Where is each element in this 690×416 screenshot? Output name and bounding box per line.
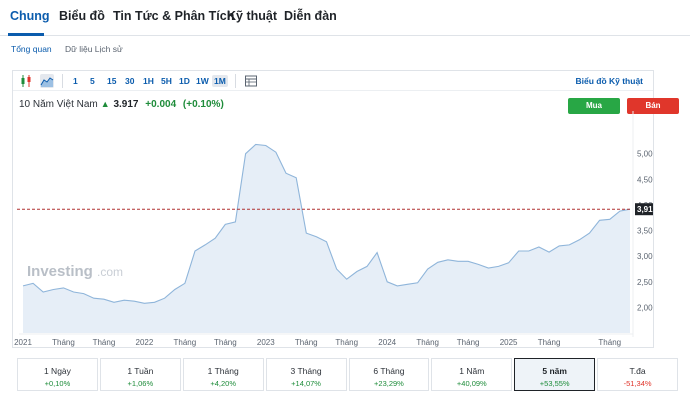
period-label: 6 Tháng: [373, 366, 405, 376]
period-change: -51,34%: [623, 379, 652, 388]
active-tab-indicator: [8, 33, 44, 36]
chart-panel: 1 5 15 30 1H 5H 1D 1W 1M Biểu đồ Kỹ thuậ…: [12, 70, 679, 348]
period-label: T.đa: [629, 366, 646, 376]
tab-tin-tuc-phan-tich[interactable]: Tin Tức & Phân Tích: [113, 9, 235, 23]
period-3[interactable]: 1 Tháng +4,20%: [182, 358, 264, 391]
interval-15[interactable]: 15: [107, 76, 117, 86]
chart-toolbar: 1 5 15 30 1H 5H 1D 1W 1M Biểu đồ Kỹ thuậ…: [13, 71, 653, 91]
price-area-chart[interactable]: Investing .com 5,00004,50004,00003,50003…: [13, 71, 653, 347]
period-5[interactable]: 6 Tháng +23,29%: [348, 358, 430, 391]
period-change: +53,55%: [539, 379, 570, 388]
period-2[interactable]: 1 Tuần +1,06%: [99, 358, 181, 391]
period-4[interactable]: 3 Tháng +14,07%: [265, 358, 347, 391]
y-tick-label: 2,0000: [637, 303, 653, 312]
instrument-name: 10 Năm Việt Nam: [19, 99, 98, 110]
current-price-label: 3,9170: [637, 205, 653, 214]
x-tick-label: Tháng: [598, 338, 621, 347]
subtab-du-lieu-lich-su[interactable]: Dữ liệu Lịch sử: [65, 44, 123, 54]
period-change: +1,06%: [127, 379, 154, 388]
candlestick-icon[interactable]: [19, 74, 33, 88]
tab-dien-dan[interactable]: Diễn đàn: [284, 9, 337, 23]
x-tick-label: Tháng: [93, 338, 116, 347]
x-tick-label: 2022: [136, 338, 154, 347]
subtab-tong-quan[interactable]: Tổng quan: [11, 44, 52, 54]
watermark-suffix: .com: [97, 265, 123, 279]
period-label: 1 Ngày: [43, 366, 71, 376]
period-label: 1 Năm: [459, 366, 485, 376]
interval-1d[interactable]: 1D: [179, 76, 190, 86]
area-fill: [23, 144, 630, 333]
tab-bieu-do[interactable]: Biểu đồ: [59, 9, 105, 23]
tab-ky-thuat[interactable]: Kỹ thuật: [227, 9, 277, 23]
interval-1w[interactable]: 1W: [196, 76, 209, 86]
period-change: +14,07%: [291, 379, 321, 388]
period-label: 1 Tháng: [207, 366, 239, 376]
instrument-change: +0.004: [145, 99, 177, 110]
y-tick-label: 3,0000: [637, 252, 653, 261]
current-price-tag: [635, 203, 653, 216]
investing-watermark: Investing .com: [27, 263, 123, 280]
period-label: 3 Tháng: [290, 366, 322, 376]
period-1[interactable]: 1 Ngày +0,10%: [17, 358, 98, 391]
table-icon[interactable]: [244, 74, 258, 88]
sub-navigation: Tổng quan Dữ liệu Lịch sử: [0, 36, 690, 62]
period-change: +0,10%: [44, 379, 71, 388]
x-tick-label: 2021: [14, 338, 32, 347]
period-change: +4,20%: [210, 379, 237, 388]
instrument-header: 10 Năm Việt Nam ▲ 3.917 +0.004 (+0.10%): [19, 99, 224, 110]
sell-button[interactable]: Bán: [627, 98, 679, 114]
x-tick-label: 2025: [500, 338, 518, 347]
period-label: 1 Tuần: [127, 366, 154, 376]
x-tick-label: Tháng: [457, 338, 480, 347]
toolbar-divider: [62, 74, 63, 88]
y-tick-label: 4,5000: [637, 175, 653, 184]
instrument-price: 3.917: [113, 99, 139, 110]
x-tick-label: Tháng: [52, 338, 75, 347]
up-arrow-icon: ▲: [100, 99, 110, 109]
x-tick-label: 2024: [378, 338, 396, 347]
buy-button[interactable]: Mua: [568, 98, 620, 114]
top-navigation: Chung Biểu đồ Tin Tức & Phân Tích Kỹ thu…: [0, 0, 690, 36]
price-line-series: [22, 143, 631, 304]
x-tick-label: Tháng: [214, 338, 237, 347]
x-tick-label: Tháng: [174, 338, 197, 347]
period-change: +23,29%: [374, 379, 404, 388]
x-tick-label: 2023: [257, 338, 275, 347]
period-label: 5 năm: [542, 366, 567, 376]
y-tick-label: 2,5000: [637, 278, 653, 287]
period-6[interactable]: 1 Năm +40,09%: [431, 358, 513, 391]
interval-1m[interactable]: 1M: [212, 75, 228, 87]
y-tick-label: 5,0000: [637, 150, 653, 159]
x-tick-label: Tháng: [295, 338, 318, 347]
y-tick-label: 3,5000: [637, 227, 653, 236]
area-chart-icon[interactable]: [40, 74, 54, 88]
toolbar-divider: [235, 74, 236, 88]
technical-chart-link[interactable]: Biểu đồ Kỹ thuật: [575, 76, 643, 86]
watermark-brand: Investing: [27, 263, 93, 280]
period-change: +40,09%: [456, 379, 487, 388]
instrument-change-pct: (+0.10%): [182, 99, 224, 110]
x-tick-label: Tháng: [335, 338, 358, 347]
interval-5h[interactable]: 5H: [161, 76, 172, 86]
interval-30[interactable]: 30: [125, 76, 135, 86]
performance-periods: 1 Ngày +0,10% 1 Tuần +1,06% 1 Tháng +4,20% 3 T…: [17, 358, 680, 391]
interval-1h[interactable]: 1H: [143, 76, 154, 86]
x-tick-label: Tháng: [416, 338, 439, 347]
interval-5[interactable]: 5: [90, 76, 95, 86]
period-7[interactable]: 5 năm +53,55%: [514, 358, 596, 391]
tab-chung[interactable]: Chung: [10, 9, 50, 23]
period-8[interactable]: T.đa -51,34%: [597, 358, 678, 391]
interval-1[interactable]: 1: [73, 76, 78, 86]
x-tick-label: Tháng: [538, 338, 561, 347]
